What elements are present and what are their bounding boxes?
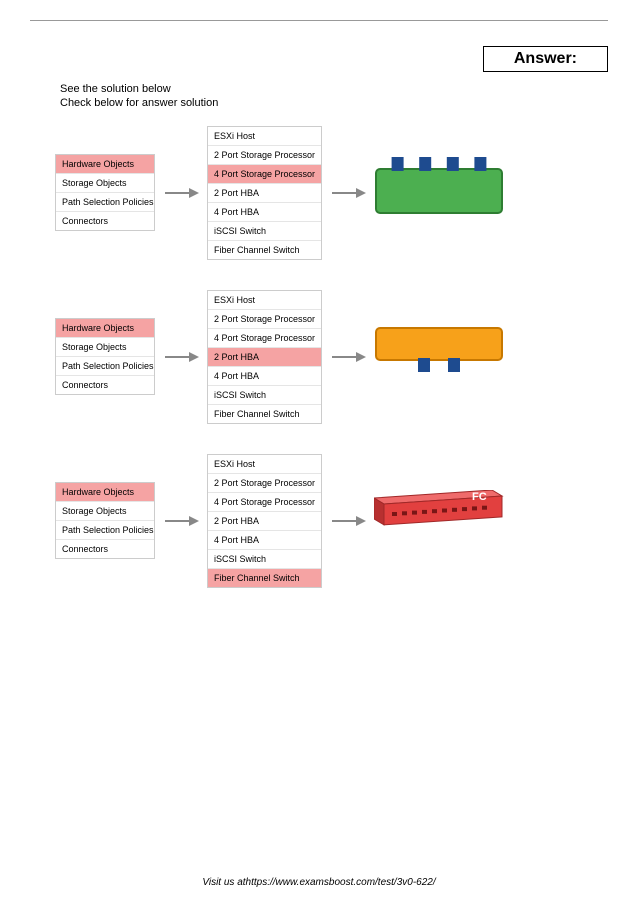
option-item: 2 Port Storage Processor: [208, 310, 321, 329]
option-item: 4 Port Storage Processor: [208, 165, 321, 184]
answer-heading: Answer:: [483, 46, 608, 72]
option-item: ESXi Host: [208, 455, 321, 474]
category-item: Hardware Objects: [56, 483, 154, 502]
option-item: ESXi Host: [208, 127, 321, 146]
intro-line-2: Check below for answer solution: [60, 96, 608, 110]
options-panel: ESXi Host2 Port Storage Processor4 Port …: [207, 454, 322, 588]
footer: Visit us athttps://www.examsboost.com/te…: [0, 877, 638, 888]
intro-text: See the solution below Check below for a…: [60, 82, 608, 111]
option-item: 4 Port HBA: [208, 531, 321, 550]
device-fc-switch: FC: [374, 490, 504, 552]
category-item: Connectors: [56, 540, 154, 558]
category-item: Path Selection Policies: [56, 357, 154, 376]
option-item: Fiber Channel Switch: [208, 241, 321, 259]
diagram-rows: Hardware ObjectsStorage ObjectsPath Sele…: [30, 126, 608, 588]
option-item: Fiber Channel Switch: [208, 569, 321, 587]
category-panel: Hardware ObjectsStorage ObjectsPath Sele…: [55, 154, 155, 231]
top-rule: [30, 20, 608, 21]
category-item: Hardware Objects: [56, 319, 154, 338]
category-item: Connectors: [56, 376, 154, 394]
category-panel: Hardware ObjectsStorage ObjectsPath Sele…: [55, 482, 155, 559]
option-item: iSCSI Switch: [208, 222, 321, 241]
diagram-row: Hardware ObjectsStorage ObjectsPath Sele…: [55, 290, 608, 424]
option-item: 4 Port Storage Processor: [208, 493, 321, 512]
diagram-row: Hardware ObjectsStorage ObjectsPath Sele…: [55, 126, 608, 260]
category-item: Connectors: [56, 212, 154, 230]
option-item: 2 Port Storage Processor: [208, 474, 321, 493]
options-panel: ESXi Host2 Port Storage Processor4 Port …: [207, 126, 322, 260]
device-hba-2port: [374, 324, 504, 390]
footer-prefix: Visit us at: [202, 877, 245, 888]
option-item: Fiber Channel Switch: [208, 405, 321, 423]
device-processor-4port: [374, 155, 504, 231]
option-item: ESXi Host: [208, 291, 321, 310]
arrow-icon: [163, 349, 199, 365]
option-item: 2 Port HBA: [208, 348, 321, 367]
category-item: Hardware Objects: [56, 155, 154, 174]
footer-link[interactable]: https://www.examsboost.com/test/3v0-622/: [246, 877, 436, 888]
option-item: iSCSI Switch: [208, 386, 321, 405]
options-panel: ESXi Host2 Port Storage Processor4 Port …: [207, 290, 322, 424]
option-item: 4 Port HBA: [208, 367, 321, 386]
arrow-icon: [330, 513, 366, 529]
arrow-icon: [163, 185, 199, 201]
arrow-icon: [163, 513, 199, 529]
option-item: iSCSI Switch: [208, 550, 321, 569]
category-item: Path Selection Policies: [56, 193, 154, 212]
category-item: Path Selection Policies: [56, 521, 154, 540]
category-item: Storage Objects: [56, 174, 154, 193]
category-panel: Hardware ObjectsStorage ObjectsPath Sele…: [55, 318, 155, 395]
category-item: Storage Objects: [56, 502, 154, 521]
diagram-row: Hardware ObjectsStorage ObjectsPath Sele…: [55, 454, 608, 588]
arrow-icon: [330, 185, 366, 201]
svg-text:FC: FC: [472, 491, 487, 503]
option-item: 2 Port HBA: [208, 184, 321, 203]
intro-line-1: See the solution below: [60, 82, 608, 96]
category-item: Storage Objects: [56, 338, 154, 357]
arrow-icon: [330, 349, 366, 365]
option-item: 4 Port HBA: [208, 203, 321, 222]
option-item: 2 Port Storage Processor: [208, 146, 321, 165]
option-item: 2 Port HBA: [208, 512, 321, 531]
option-item: 4 Port Storage Processor: [208, 329, 321, 348]
